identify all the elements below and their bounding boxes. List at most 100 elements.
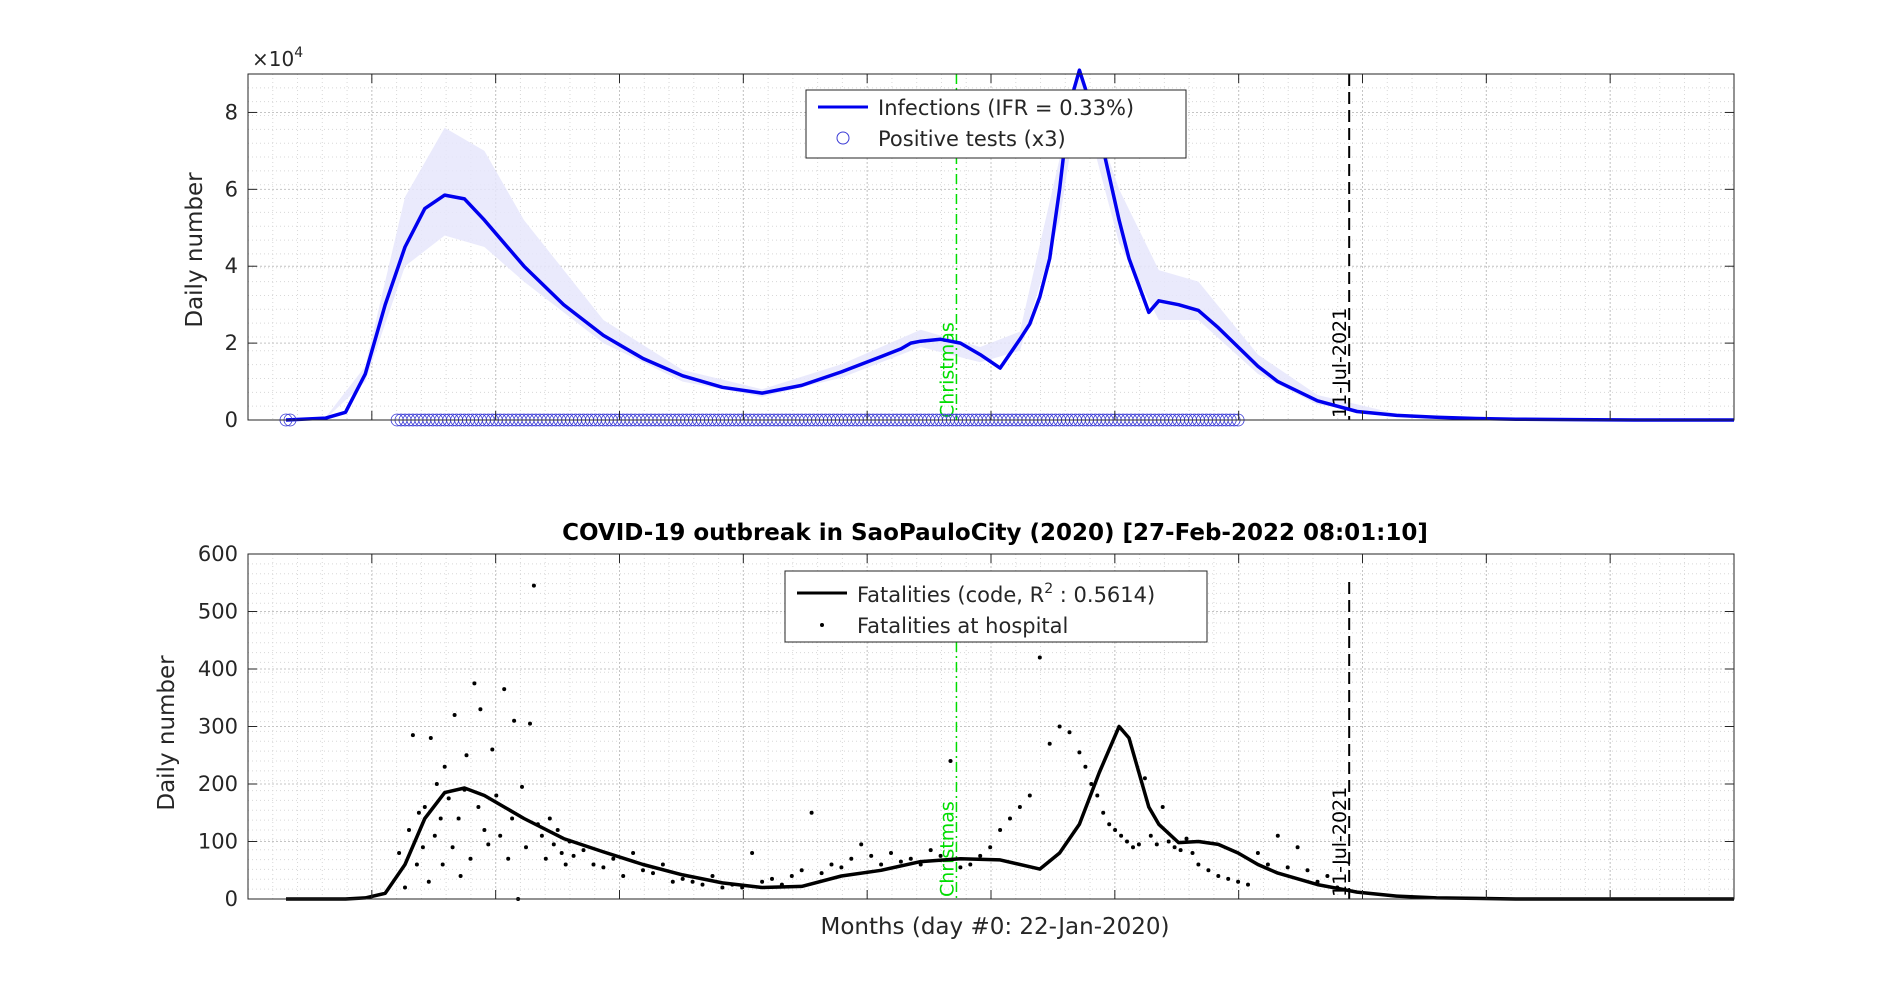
uncertainty-band bbox=[325, 74, 1397, 419]
hospital-fatality-point bbox=[426, 879, 431, 884]
hospital-fatality-point bbox=[1077, 750, 1082, 755]
top-legend-tests-swatch bbox=[836, 131, 850, 145]
hospital-fatality-point bbox=[490, 747, 495, 752]
hospital-fatality-point bbox=[641, 868, 645, 873]
hospital-fatality-point bbox=[898, 859, 903, 864]
hospital-fatality-point bbox=[1136, 842, 1141, 847]
bottom-legend: Fatalities (code, R2 : 0.5614) Fatalitie… bbox=[784, 570, 1208, 643]
hospital-fatality-point bbox=[1113, 828, 1118, 832]
hospital-fatality-point bbox=[528, 721, 532, 726]
bottom-legend-fatalities-text: Fatalities (code, R bbox=[857, 583, 1044, 607]
hospital-fatality-point bbox=[948, 759, 953, 763]
hospital-fatality-point bbox=[420, 845, 425, 850]
top-event-markers: Christmas 11-Jul-2021 bbox=[936, 74, 1351, 420]
hospital-fatality-point bbox=[555, 828, 560, 832]
hospital-fatality-point bbox=[651, 871, 655, 876]
hospital-fatality-point bbox=[809, 810, 814, 815]
hospital-fatality-point bbox=[700, 882, 705, 887]
hospital-fatality-point bbox=[456, 816, 461, 821]
hospital-fatality-point bbox=[524, 845, 528, 850]
bottom-series bbox=[286, 724, 1734, 901]
top-axes bbox=[247, 73, 1735, 421]
hospital-fatality-point bbox=[859, 842, 864, 847]
hospital-fatality-point bbox=[829, 862, 834, 867]
hospital-fatality-point bbox=[1246, 882, 1250, 887]
hospital-fatality-point bbox=[1172, 845, 1177, 850]
hospital-fatality-point bbox=[879, 862, 884, 867]
hospital-fatality-point bbox=[539, 833, 544, 838]
top-y-multiplier-exponent: 4 bbox=[294, 45, 303, 61]
hospital-fatality-point bbox=[1083, 764, 1088, 769]
bottom-legend-box bbox=[784, 570, 1208, 643]
hospital-fatality-point bbox=[498, 833, 503, 838]
hospital-fatality-point bbox=[450, 845, 455, 850]
hospital-fatality-point bbox=[482, 828, 487, 832]
hospital-fatality-point bbox=[494, 793, 499, 798]
bottom-legend-r2-value: : 0.5614) bbox=[1053, 583, 1155, 607]
hospital-fatality-point bbox=[750, 851, 755, 855]
hospital-fatality-point bbox=[432, 833, 437, 838]
hospital-fatality-point bbox=[1166, 839, 1171, 844]
hospital-fatality-point bbox=[472, 681, 477, 686]
fatalities-line bbox=[286, 724, 1734, 901]
hospital-fatality-point bbox=[452, 713, 457, 717]
top-tick-labels: 0 2 4 6 8 bbox=[225, 100, 238, 432]
hospital-fatality-point bbox=[414, 862, 419, 867]
y-tick-label: 8 bbox=[225, 100, 238, 124]
hospital-fatality-point bbox=[478, 707, 483, 712]
hospital-fatality-point bbox=[1196, 862, 1201, 867]
hospital-fatality-point bbox=[869, 853, 874, 858]
bottom-legend-points-swatch bbox=[820, 623, 824, 627]
hospital-fatality-point bbox=[690, 879, 695, 884]
hospital-fatality-point bbox=[621, 874, 626, 878]
hospital-fatality-point bbox=[486, 842, 491, 847]
bottom-y-axis-label: Daily number bbox=[154, 655, 180, 811]
y-tick-label: 500 bbox=[198, 600, 238, 624]
hospital-fatality-point bbox=[720, 885, 725, 890]
bottom-tick-labels: 0 100 200 300 400 500 600 bbox=[198, 542, 238, 911]
hospital-fatality-point bbox=[512, 718, 517, 723]
hospital-fatality-point bbox=[468, 856, 473, 861]
hospital-fatality-point bbox=[440, 862, 445, 867]
hospital-fatality-point bbox=[464, 753, 469, 758]
hospital-fatality-point bbox=[1305, 868, 1310, 873]
hospital-fatality-point bbox=[799, 868, 804, 873]
hospital-fatality-point bbox=[531, 583, 536, 588]
y-tick-label: 0 bbox=[225, 887, 238, 911]
hospital-fatality-point bbox=[1017, 805, 1022, 809]
bottom-legend-points-label: Fatalities at hospital bbox=[857, 614, 1068, 638]
hospital-fatality-point bbox=[938, 853, 943, 858]
hospital-fatality-point bbox=[547, 816, 552, 821]
hospital-fatality-point bbox=[1067, 730, 1072, 735]
hospital-fatality-point bbox=[819, 871, 824, 876]
hospital-fatality-point bbox=[1285, 865, 1290, 870]
hospital-fatality-point bbox=[1206, 868, 1211, 873]
hospital-fatality-point bbox=[442, 764, 447, 769]
y-tick-label: 300 bbox=[198, 715, 238, 739]
hospital-fatality-point bbox=[422, 805, 427, 809]
top-uncertainty-band bbox=[325, 74, 1397, 419]
event-marker-label: 11-Jul-2021 bbox=[1329, 308, 1351, 418]
hospital-fatality-point bbox=[476, 805, 481, 809]
y-tick-label: 400 bbox=[198, 657, 238, 681]
top-y-axis-label: Daily number bbox=[182, 172, 208, 328]
hospital-fatality-point bbox=[889, 851, 893, 855]
hospital-fatality-point bbox=[928, 848, 933, 853]
hospital-fatality-point bbox=[502, 687, 507, 692]
hospital-fatality-point bbox=[1184, 836, 1189, 841]
hospital-fatality-point bbox=[403, 885, 407, 890]
hospital-fatality-point bbox=[978, 853, 983, 858]
hospital-fatality-point bbox=[410, 733, 415, 738]
hospital-fatality-point bbox=[611, 856, 616, 861]
hospital-fatality-point bbox=[438, 816, 443, 821]
hospital-fatality-point bbox=[998, 828, 1003, 832]
y-tick-label: 4 bbox=[225, 254, 238, 278]
hospital-fatality-point bbox=[968, 862, 973, 867]
hospital-fatality-point bbox=[1095, 793, 1100, 798]
hospital-fatality-point bbox=[660, 862, 665, 867]
hospital-fatality-point bbox=[407, 828, 411, 832]
hospital-fatality-point bbox=[510, 816, 515, 821]
hospital-fatality-point bbox=[849, 856, 854, 861]
hospital-fatality-point bbox=[1275, 833, 1280, 838]
